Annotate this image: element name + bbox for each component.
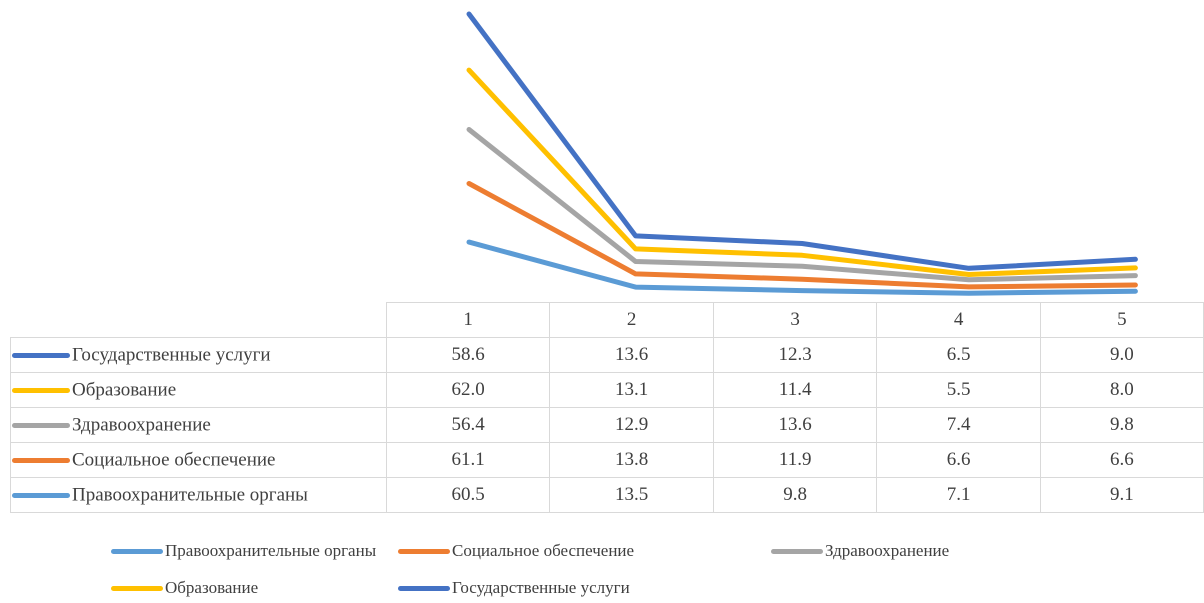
legend-swatch: [111, 585, 163, 591]
data-value-cell: 8.0: [1039, 372, 1204, 408]
legend-swatch: [111, 548, 163, 554]
data-value-cell: 13.5: [549, 477, 714, 513]
table-row: Государственные услуги 58.6 13.6 12.3 6.5 9.0: [10, 337, 1204, 373]
series-name: Социальное обеспечение: [72, 449, 276, 471]
table-row: Образование 62.0 13.1 11.4 5.5 8.0: [10, 372, 1204, 408]
series-line-государственные-услуги: [466, 11, 1138, 271]
series-line-социальное-обеспечение: [466, 181, 1138, 290]
x-tick-label: 1: [385, 302, 551, 338]
series-label-cell: Социальное обеспечение: [10, 442, 387, 478]
chart-data-table: 1 2 3 4 5 Государственные услуги 58.6 13.6 12.3 6…: [10, 302, 1204, 513]
table-row: Здравоохранение 56.4 12.9 13.6 7.4 9.8: [10, 407, 1204, 443]
data-value-cell: 13.6: [549, 337, 714, 373]
series-name: Образование: [72, 379, 177, 401]
legend-item-здравоохранение: Здравоохранение: [770, 540, 949, 561]
legend-swatch: [398, 548, 450, 554]
legend-label: Правоохранительные органы: [165, 541, 377, 561]
series-label-cell: Здравоохранение: [10, 407, 387, 443]
legend-label: Здравоохранение: [825, 541, 950, 561]
legend-label: Социальное обеспечение: [452, 541, 635, 561]
x-tick-label: 3: [712, 302, 878, 338]
x-tick-label: 4: [876, 302, 1041, 338]
legend-item-государственные-услуги: Государственные услуги: [397, 577, 630, 598]
table-row: Правоохранительные органы 60.5 13.5 9.8 7.1 9…: [10, 477, 1204, 513]
data-value-cell: 7.1: [876, 477, 1041, 513]
data-value-cell: 11.4: [712, 372, 878, 408]
series-swatch: [12, 422, 70, 428]
legend-item-правоохранительные-органы: Правоохранительные органы: [110, 540, 376, 561]
series-name: Государственные услуги: [72, 344, 271, 366]
legend-label: Образование: [165, 578, 259, 598]
data-value-cell: 9.8: [712, 477, 878, 513]
legend-label: Государственные услуги: [452, 578, 630, 598]
series-line-здравоохранение: [466, 127, 1138, 283]
legend-swatch: [771, 548, 823, 554]
series-name: Правоохранительные органы: [72, 484, 308, 506]
series-swatch: [12, 492, 70, 498]
data-value-cell: 13.6: [712, 407, 878, 443]
data-value-cell: 58.6: [385, 337, 551, 373]
series-line-правоохранительные-органы: [466, 239, 1138, 296]
legend-item-социальное-обеспечение: Социальное обеспечение: [397, 540, 634, 561]
data-value-cell: 13.8: [549, 442, 714, 478]
table-corner-cell: [10, 302, 387, 338]
table-row: Социальное обеспечение 61.1 13.8 11.9 6.6 6.6: [10, 442, 1204, 478]
line-chart-plot: [466, 11, 1138, 296]
data-value-cell: 7.4: [876, 407, 1041, 443]
data-value-cell: 6.5: [876, 337, 1041, 373]
series-label-cell: Образование: [10, 372, 387, 408]
x-tick-label: 2: [549, 302, 714, 338]
series-label-cell: Правоохранительные органы: [10, 477, 387, 513]
data-value-cell: 6.6: [1039, 442, 1204, 478]
data-value-cell: 13.1: [549, 372, 714, 408]
series-swatch: [12, 387, 70, 393]
data-value-cell: 9.8: [1039, 407, 1204, 443]
series-label-cell: Государственные услуги: [10, 337, 387, 373]
x-tick-label: 5: [1039, 302, 1204, 338]
data-value-cell: 11.9: [712, 442, 878, 478]
legend-item-образование: Образование: [110, 577, 258, 598]
data-value-cell: 12.9: [549, 407, 714, 443]
series-name: Здравоохранение: [72, 414, 211, 436]
data-value-cell: 9.1: [1039, 477, 1204, 513]
data-value-cell: 61.1: [385, 442, 551, 478]
series-swatch: [12, 457, 70, 463]
series-line-образование: [466, 67, 1138, 277]
data-value-cell: 12.3: [712, 337, 878, 373]
series-swatch: [12, 352, 70, 358]
data-value-cell: 62.0: [385, 372, 551, 408]
data-value-cell: 5.5: [876, 372, 1041, 408]
data-value-cell: 60.5: [385, 477, 551, 513]
data-value-cell: 6.6: [876, 442, 1041, 478]
legend-swatch: [398, 585, 450, 591]
data-value-cell: 56.4: [385, 407, 551, 443]
data-value-cell: 9.0: [1039, 337, 1204, 373]
